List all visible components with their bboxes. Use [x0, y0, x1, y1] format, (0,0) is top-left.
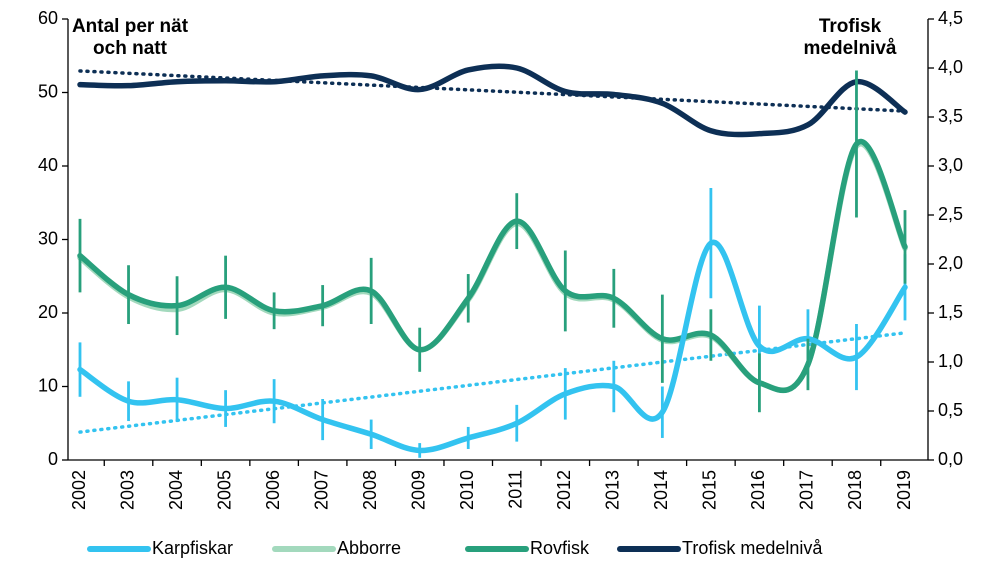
series-line: [77, 141, 908, 393]
trend-line: [78, 69, 907, 113]
y-tick-label: 50: [38, 81, 58, 101]
x-tick-label: 2005: [214, 470, 234, 510]
x-tick-label: 2017: [797, 470, 817, 510]
x-tick-label: 2010: [457, 470, 477, 510]
y-tick-label: 10: [38, 375, 58, 395]
y2-tick-label: 1,0: [938, 351, 963, 371]
legend-label: Karpfiskar: [152, 538, 233, 558]
x-tick-label: 2013: [603, 470, 623, 510]
series-line: [77, 239, 908, 454]
y2-tick-label: 0,5: [938, 400, 963, 420]
x-tick-label: 2016: [748, 470, 768, 510]
x-tick-label: 2007: [311, 470, 331, 510]
x-tick-label: 2019: [894, 470, 914, 510]
y2-tick-label: 4,0: [938, 57, 963, 77]
y-tick-label: 20: [38, 302, 58, 322]
y-tick-label: 0: [48, 449, 58, 469]
x-tick-label: 2002: [69, 470, 89, 510]
y-tick-label: 60: [38, 8, 58, 28]
y2-tick-label: 3,0: [938, 155, 963, 175]
series-line: [77, 138, 908, 394]
x-tick-label: 2006: [263, 470, 283, 510]
x-tick-label: 2003: [117, 470, 137, 510]
x-tick-label: 2014: [651, 470, 671, 510]
legend-label: Rovfisk: [530, 538, 590, 558]
left-axis-annotation: Antal per nät och natt: [71, 16, 189, 59]
x-tick-label: 2011: [506, 470, 526, 509]
y2-tick-label: 1,5: [938, 302, 963, 322]
x-tick-label: 2012: [554, 470, 574, 510]
right-axis-annotation: Trofisk medelnivå: [803, 16, 897, 59]
y-tick-label: 40: [38, 155, 58, 175]
x-tick-label: 2018: [845, 470, 865, 510]
x-tick-label: 2015: [700, 470, 720, 510]
x-tick-label: 2008: [360, 470, 380, 510]
x-tick-label: 2004: [166, 470, 186, 510]
x-tick-label: 2009: [408, 470, 428, 510]
y2-tick-label: 4,5: [938, 8, 963, 28]
y2-tick-label: 0,0: [938, 449, 963, 469]
y-tick-label: 30: [38, 228, 58, 248]
legend-label: Trofisk medelnivå: [682, 538, 823, 558]
y2-tick-label: 3,5: [938, 106, 963, 126]
legend-label: Abborre: [337, 538, 401, 558]
y2-tick-label: 2,0: [938, 253, 963, 273]
series-line: [77, 63, 908, 138]
y2-tick-label: 2,5: [938, 204, 963, 224]
